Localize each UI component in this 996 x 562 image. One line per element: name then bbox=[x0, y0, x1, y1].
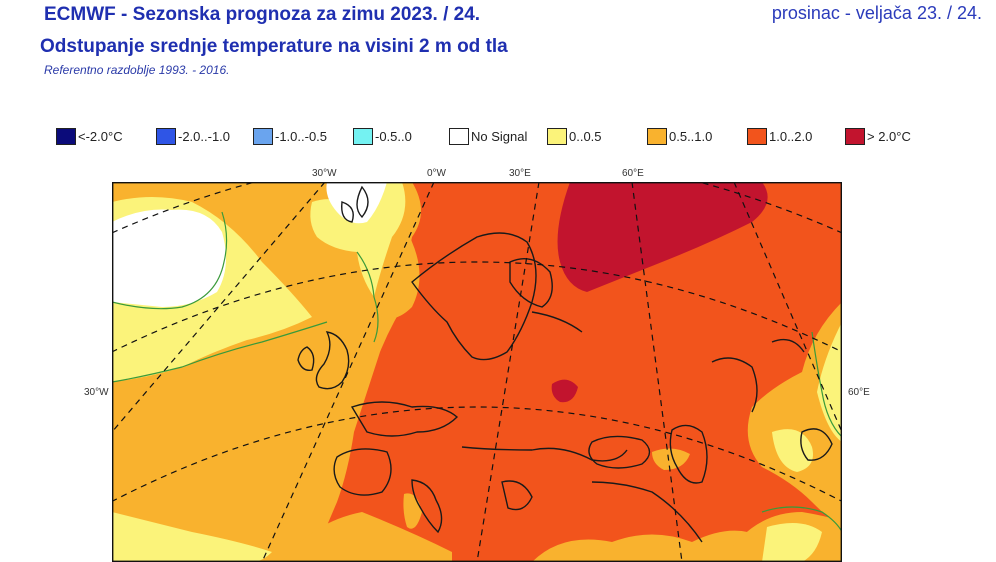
legend-label: 0..0.5 bbox=[569, 129, 602, 144]
legend-item-1-to-2: 1.0..2.0 bbox=[747, 128, 812, 145]
forecast-subtitle: Odstupanje srednje temperature na visini… bbox=[40, 36, 508, 57]
legend-item-05-to-1: 0.5..1.0 bbox=[647, 128, 712, 145]
legend-label: No Signal bbox=[471, 129, 528, 144]
legend-label: 1.0..2.0 bbox=[769, 129, 813, 144]
lon-label-30w-top: 30°W bbox=[312, 168, 337, 179]
legend-item-below-minus-2: <-2.0°C bbox=[56, 128, 123, 145]
anomaly-region-0-to-05-caspian bbox=[772, 429, 813, 472]
legend-swatch bbox=[253, 128, 273, 145]
legend-swatch bbox=[449, 128, 469, 145]
anomaly-region-05-to-1-south bbox=[282, 512, 452, 562]
anomaly-region-05-to-1-east bbox=[747, 302, 842, 527]
anomaly-region-above-2-russia bbox=[557, 182, 768, 292]
legend-swatch bbox=[747, 128, 767, 145]
forecast-title: ECMWF - Sezonska prognoza za zimu 2023. … bbox=[44, 4, 481, 25]
legend-label: 0.5..1.0 bbox=[669, 129, 713, 144]
graticule bbox=[112, 182, 842, 562]
legend-label: <-2.0°C bbox=[78, 129, 123, 144]
anomaly-region-no-signal-greenland bbox=[112, 209, 226, 307]
lon-label-0w-top: 0°W bbox=[427, 168, 446, 179]
anomaly-region-above-2-small-patch bbox=[551, 379, 578, 403]
legend-swatch bbox=[156, 128, 176, 145]
legend-label: -2.0..-1.0 bbox=[178, 129, 231, 144]
legend-swatch bbox=[647, 128, 667, 145]
lon-label-60e-right: 60°E bbox=[848, 387, 870, 398]
coastlines bbox=[297, 185, 833, 543]
legend-item-above-2: > 2.0°C bbox=[845, 128, 911, 145]
anomaly-region-0-to-05-southeast-corner bbox=[762, 523, 822, 562]
lon-label-60e-top: 60°E bbox=[622, 168, 644, 179]
anomaly-region-05-to-1-far-south bbox=[532, 530, 762, 562]
legend-item-minus-05-to-0: -0.5..0 bbox=[353, 128, 412, 145]
forecast-period: prosinac - veljača 23. / 24. bbox=[771, 3, 982, 23]
legend-swatch bbox=[353, 128, 373, 145]
legend-item-minus-2-to-minus-1: -2.0..-1.0 bbox=[156, 128, 230, 145]
temperature-anomaly-map bbox=[112, 182, 842, 562]
anomaly-region-0-to-05-east-edge bbox=[817, 322, 842, 442]
legend-item-0-to-05: 0..0.5 bbox=[547, 128, 602, 145]
lon-label-30w-left: 30°W bbox=[84, 387, 109, 398]
legend-label: -0.5..0 bbox=[375, 129, 412, 144]
legend-label: > 2.0°C bbox=[867, 129, 911, 144]
anomaly-region-05-to-1-black-sea-patch bbox=[652, 448, 690, 470]
legend-swatch bbox=[845, 128, 865, 145]
reference-period: Referentno razdoblje 1993. - 2016. bbox=[44, 63, 230, 77]
lon-label-30e-top: 30°E bbox=[509, 168, 531, 179]
green-contours bbox=[112, 211, 842, 533]
legend-swatch bbox=[56, 128, 76, 145]
legend-label: -1.0..-0.5 bbox=[275, 129, 328, 144]
legend-swatch bbox=[547, 128, 567, 145]
legend-item-no-signal: No Signal bbox=[449, 128, 527, 145]
legend-item-minus-1-to-minus-05: -1.0..-0.5 bbox=[253, 128, 327, 145]
anomaly-region-0-to-05-iberia-coast bbox=[112, 512, 272, 562]
